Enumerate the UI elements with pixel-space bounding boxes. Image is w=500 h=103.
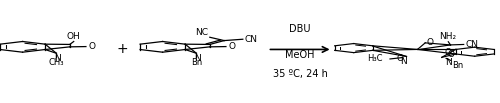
Text: OH: OH [67, 32, 80, 41]
Text: Bn: Bn [452, 61, 464, 70]
Text: N: N [54, 54, 61, 63]
Text: H₃C: H₃C [367, 54, 382, 63]
Text: CH₃: CH₃ [48, 58, 64, 67]
Text: O: O [396, 54, 404, 63]
Text: O: O [427, 38, 434, 47]
Text: N: N [445, 58, 452, 67]
Text: DBU: DBU [290, 24, 311, 34]
Text: O: O [447, 50, 454, 59]
Text: O: O [445, 48, 452, 57]
Text: N: N [400, 57, 406, 66]
Text: +: + [116, 42, 128, 56]
Text: Bn: Bn [191, 58, 202, 67]
Text: 35 ºC, 24 h: 35 ºC, 24 h [272, 69, 328, 79]
Text: O: O [228, 42, 235, 51]
Text: MeOH: MeOH [286, 50, 315, 60]
Text: O: O [88, 42, 95, 51]
Text: CN: CN [245, 35, 258, 44]
Text: CN: CN [466, 40, 479, 49]
Text: NC: NC [194, 28, 207, 37]
Text: N: N [194, 54, 201, 63]
Text: NH₂: NH₂ [438, 32, 456, 41]
